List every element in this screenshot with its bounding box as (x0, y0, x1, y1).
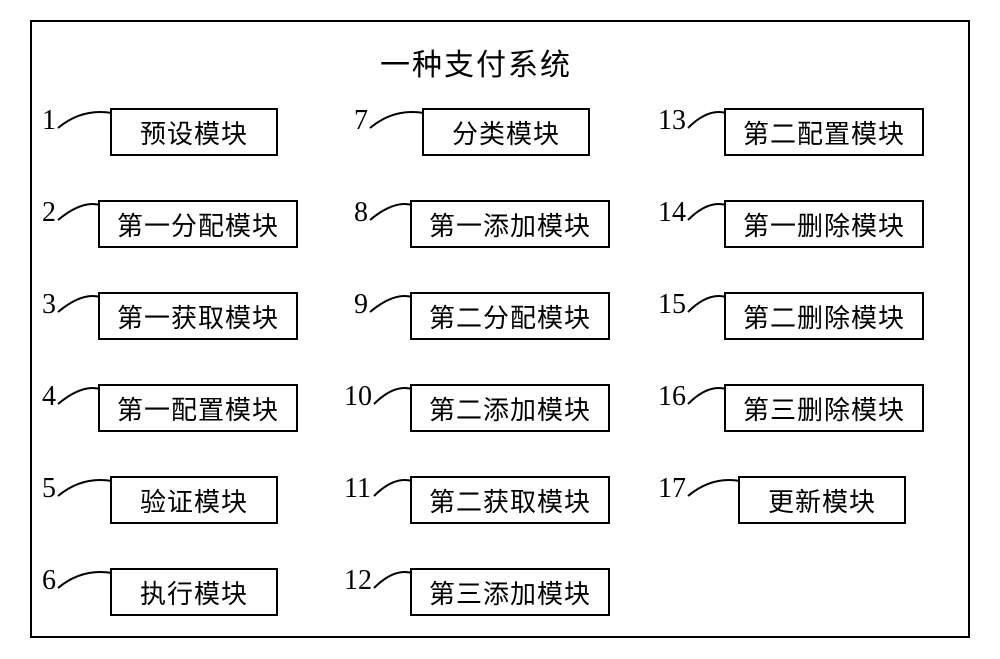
diagram-title: 一种支付系统 (380, 40, 572, 84)
module-box: 第一删除模块 (724, 200, 924, 248)
module-label: 第一添加模块 (429, 206, 591, 243)
module-box: 第二分配模块 (410, 292, 610, 340)
module-label: 第一获取模块 (117, 298, 279, 335)
module-number: 8 (354, 197, 368, 229)
module-label: 第二获取模块 (429, 482, 591, 519)
module-number: 4 (42, 381, 56, 413)
module-number: 6 (42, 565, 56, 597)
module-label: 分类模块 (452, 114, 560, 151)
module-number: 9 (354, 289, 368, 321)
module-box: 第一添加模块 (410, 200, 610, 248)
module-label: 第二分配模块 (429, 298, 591, 335)
module-box: 第三删除模块 (724, 384, 924, 432)
module-label: 第一分配模块 (117, 206, 279, 243)
module-number: 11 (344, 473, 371, 505)
module-box: 验证模块 (110, 476, 278, 524)
module-box: 预设模块 (110, 108, 278, 156)
module-box: 第一分配模块 (98, 200, 298, 248)
module-box: 更新模块 (738, 476, 906, 524)
module-number: 12 (344, 565, 372, 597)
module-number: 3 (42, 289, 56, 321)
module-box: 第二获取模块 (410, 476, 610, 524)
module-label: 第二配置模块 (743, 114, 905, 151)
module-box: 第三添加模块 (410, 568, 610, 616)
module-label: 第三添加模块 (429, 574, 591, 611)
module-box: 第二添加模块 (410, 384, 610, 432)
module-number: 5 (42, 473, 56, 505)
module-number: 13 (658, 105, 686, 137)
module-label: 第二添加模块 (429, 390, 591, 427)
module-label: 第二删除模块 (743, 298, 905, 335)
module-number: 14 (658, 197, 686, 229)
module-box: 第一配置模块 (98, 384, 298, 432)
module-box: 分类模块 (422, 108, 590, 156)
module-number: 1 (42, 105, 56, 137)
module-number: 16 (658, 381, 686, 413)
module-label: 第一配置模块 (117, 390, 279, 427)
module-label: 验证模块 (140, 482, 248, 519)
module-box: 第一获取模块 (98, 292, 298, 340)
module-label: 预设模块 (140, 114, 248, 151)
module-number: 17 (658, 473, 686, 505)
module-box: 执行模块 (110, 568, 278, 616)
module-label: 第三删除模块 (743, 390, 905, 427)
module-number: 10 (344, 381, 372, 413)
module-label: 更新模块 (768, 482, 876, 519)
module-label: 第一删除模块 (743, 206, 905, 243)
module-number: 15 (658, 289, 686, 321)
module-box: 第二删除模块 (724, 292, 924, 340)
module-label: 执行模块 (140, 574, 248, 611)
module-number: 7 (354, 105, 368, 137)
module-number: 2 (42, 197, 56, 229)
module-box: 第二配置模块 (724, 108, 924, 156)
